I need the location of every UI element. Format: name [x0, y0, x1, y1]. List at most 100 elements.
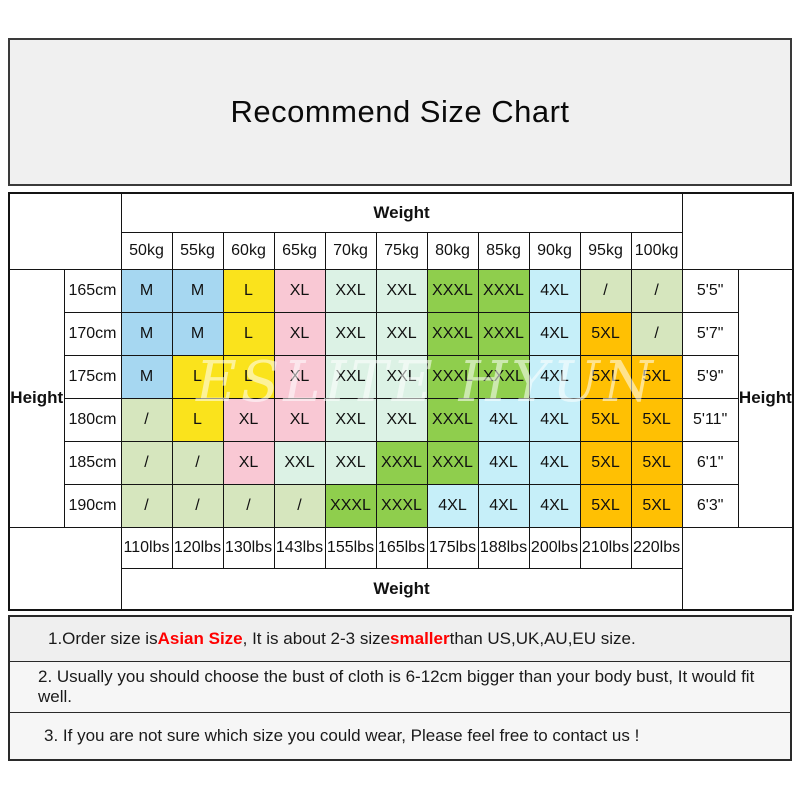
- table-row: 180cm / L XL XL XXL XXL XXXL 4XL 4XL 5XL 5XL 5'11": [9, 397, 793, 442]
- height-label-right: Height: [737, 268, 794, 528]
- height-ft-cell: 5'7": [681, 311, 739, 356]
- size-cell: M: [120, 311, 173, 356]
- size-cell: /: [222, 483, 275, 528]
- lbs-column-header: 188lbs: [477, 526, 530, 569]
- height-cm-cell: 185cm: [63, 440, 122, 485]
- lbs-column-header: 120lbs: [171, 526, 224, 569]
- note-text: 1.Order size is: [48, 629, 158, 648]
- size-cell: 4XL: [528, 268, 581, 313]
- height-cm-cell: 175cm: [63, 354, 122, 399]
- size-cell: XL: [273, 268, 326, 313]
- corner-top-left: [8, 192, 122, 270]
- size-cell: /: [630, 268, 683, 313]
- kg-column-header: 55kg: [171, 231, 224, 270]
- size-cell: XXXL: [477, 311, 530, 356]
- height-cm-cell: 165cm: [63, 268, 122, 313]
- size-cell: /: [120, 483, 173, 528]
- note-accent-text: Asian Size: [157, 629, 243, 648]
- note-text: , It is about 2-3 size: [242, 629, 391, 648]
- size-cell: XXL: [375, 354, 428, 399]
- lbs-column-header: 155lbs: [324, 526, 377, 569]
- size-cell: 5XL: [630, 483, 683, 528]
- note-item: 3. If you are not sure which size you co…: [10, 712, 790, 759]
- note-text: 3. If you are not sure which size you co…: [44, 726, 640, 745]
- size-cell: XXXL: [426, 354, 479, 399]
- height-ft-cell: 5'9": [681, 354, 739, 399]
- size-cell: /: [579, 268, 632, 313]
- size-cell: L: [222, 354, 275, 399]
- size-cell: /: [171, 440, 224, 485]
- height-label-left: Height: [8, 268, 65, 528]
- weight-header-bottom: Weight: [120, 567, 683, 611]
- size-cell: 4XL: [477, 397, 530, 442]
- size-cell: 4XL: [477, 440, 530, 485]
- size-cell: 5XL: [579, 311, 632, 356]
- lbs-column-header: 200lbs: [528, 526, 581, 569]
- size-cell: XL: [273, 354, 326, 399]
- size-cell: 4XL: [528, 440, 581, 485]
- size-cell: XXL: [273, 440, 326, 485]
- lbs-column-header: 165lbs: [375, 526, 428, 569]
- size-cell: XXL: [324, 311, 377, 356]
- size-cell: 4XL: [528, 397, 581, 442]
- height-ft-cell: 5'5": [681, 268, 739, 313]
- height-cm-cell: 170cm: [63, 311, 122, 356]
- table-row: Height 165cm M M L XL XXL XXL XXXL XXXL 4XL //5'5" H…: [8, 268, 794, 528]
- weight-header-row-bottom: Weight: [9, 567, 793, 611]
- kg-column-header: 100kg: [630, 231, 683, 270]
- lbs-column-header: 220lbs: [630, 526, 683, 569]
- kg-column-header: 50kg: [120, 231, 173, 270]
- table-row: 175cm M L L XL XXL XXL XXXL XXXL 4XL 5XL 5XL 5'9": [9, 354, 793, 399]
- height-cm-cell: 180cm: [63, 397, 122, 442]
- lbs-column-header: 175lbs: [426, 526, 479, 569]
- size-cell: L: [171, 354, 224, 399]
- size-cell: XXL: [375, 397, 428, 442]
- size-cell: 4XL: [426, 483, 479, 528]
- size-cell: XXXL: [477, 268, 530, 313]
- size-cell: L: [171, 397, 224, 442]
- weight-header-row-top: Weight: [8, 192, 794, 270]
- size-cell: 4XL: [528, 483, 581, 528]
- kg-column-header: 70kg: [324, 231, 377, 270]
- size-cell: XXXL: [426, 311, 479, 356]
- size-cell: /: [171, 483, 224, 528]
- corner-top-right: [681, 192, 794, 270]
- height-ft-cell: 6'3": [681, 483, 739, 528]
- size-cell: XL: [273, 397, 326, 442]
- size-cell: XXXL: [375, 440, 428, 485]
- kg-column-header: 75kg: [375, 231, 428, 270]
- size-cell: XXXL: [375, 483, 428, 528]
- note-accent-text: smaller: [390, 629, 450, 648]
- size-cell: XXXL: [477, 354, 530, 399]
- size-cell: L: [222, 311, 275, 356]
- height-cm-cell: 190cm: [63, 483, 122, 528]
- table-row: 185cm / / XL XXL XXL XXXL XXXL 4XL 4XL 5XL 5XL 6'1": [9, 440, 793, 485]
- kg-header-row: 50kg 55kg 60kg 65kg 70kg 75kg 80kg 85kg 90kg 95kg…: [9, 231, 793, 270]
- size-cell: XXXL: [426, 397, 479, 442]
- size-cell: 5XL: [630, 397, 683, 442]
- size-cell: M: [171, 311, 224, 356]
- corner-bottom-left: [8, 526, 122, 611]
- kg-column-header: 65kg: [273, 231, 326, 270]
- size-cell: M: [120, 354, 173, 399]
- size-cell: XL: [222, 397, 275, 442]
- lbs-column-header: 130lbs: [222, 526, 275, 569]
- size-cell: XL: [273, 311, 326, 356]
- size-cell: XXXL: [426, 440, 479, 485]
- size-cell: XXL: [375, 311, 428, 356]
- size-cell: XXXL: [324, 483, 377, 528]
- size-cell: M: [120, 268, 173, 313]
- size-cell: 4XL: [477, 483, 530, 528]
- table-row: 170cm M M L XL XXL XXL XXXL XXXL 4XL 5XL/5'7": [9, 311, 793, 356]
- note-item: 1.Order size is Asian Size, It is about …: [10, 617, 790, 661]
- size-cell: /: [120, 440, 173, 485]
- size-cell: 5XL: [579, 354, 632, 399]
- size-cell: 5XL: [579, 440, 632, 485]
- size-cell: XL: [222, 440, 275, 485]
- page-title: Recommend Size Chart: [230, 94, 570, 129]
- size-cell: XXXL: [426, 268, 479, 313]
- size-cell: M: [171, 268, 224, 313]
- size-cell: 5XL: [579, 483, 632, 528]
- size-cell: XXL: [324, 268, 377, 313]
